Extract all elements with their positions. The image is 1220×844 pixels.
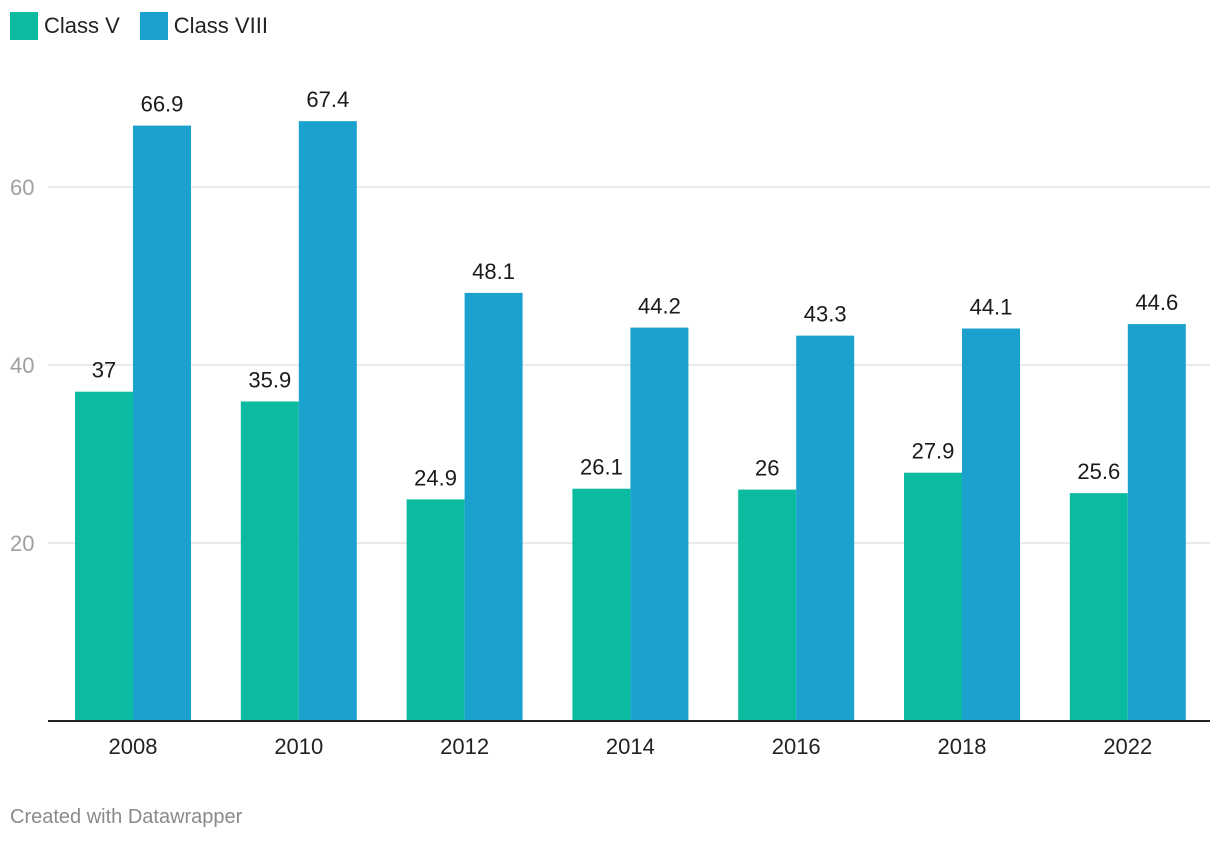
y-tick-label-60: 60 <box>10 175 34 200</box>
legend-label-class-viii: Class VIII <box>173 13 268 38</box>
data-label-class-v-2012: 24.9 <box>414 465 457 490</box>
data-label-class-viii-2008: 66.9 <box>141 92 184 117</box>
legend-swatch-class-viii <box>139 12 168 40</box>
data-label-class-v-2018: 27.9 <box>912 439 955 464</box>
bar-class-viii-2008 <box>133 125 191 722</box>
data-label-class-viii-2016: 43.3 <box>804 302 847 327</box>
x-tick-label-2012: 2012 <box>440 734 489 759</box>
x-tick-label-2022: 2022 <box>1103 734 1152 759</box>
bar-class-v-2022 <box>1069 493 1128 721</box>
data-label-class-v-2022: 25.6 <box>1077 459 1120 484</box>
data-labels: 37 66.9 35.9 67.4 24.9 48.1 26.1 44.2 26 43.3 27.9… <box>92 87 1178 490</box>
x-tick-label-2016: 2016 <box>772 734 821 759</box>
y-tick-label-40: 40 <box>10 353 34 378</box>
bar-class-viii-2018 <box>962 328 1020 721</box>
legend-item-class-viii: Class VIII <box>139 12 268 40</box>
bar-class-v-2010 <box>240 401 299 721</box>
bars <box>75 121 1186 722</box>
x-tick-label-2014: 2014 <box>606 734 655 759</box>
axes: 20 40 60 2008 2010 2012 2014 2016 2018 2022 <box>10 175 1210 759</box>
bar-class-viii-2014 <box>630 327 689 721</box>
legend-label-class-v: Class V <box>44 13 120 38</box>
data-label-class-viii-2010: 67.4 <box>306 87 349 112</box>
legend-item-class-v: Class V <box>10 12 120 40</box>
x-tick-label-2008: 2008 <box>109 734 158 759</box>
bar-class-v-2018 <box>904 472 962 721</box>
data-label-class-v-2014: 26.1 <box>580 455 623 480</box>
data-label-class-viii-2014: 44.2 <box>638 294 681 319</box>
bar-class-viii-2022 <box>1127 324 1186 721</box>
bar-class-viii-2010 <box>298 121 357 721</box>
x-tick-label-2018: 2018 <box>938 734 987 759</box>
bar-class-v-2008 <box>75 391 133 721</box>
data-label-class-v-2010: 35.9 <box>248 367 291 392</box>
data-label-class-viii-2012: 48.1 <box>472 259 515 284</box>
data-label-class-v-2016: 26 <box>755 456 779 481</box>
bar-class-v-2016 <box>738 489 797 721</box>
data-label-class-v-2008: 37 <box>92 358 116 383</box>
credit-text: Created with Datawrapper <box>10 806 243 828</box>
legend-swatch-class-v <box>10 12 38 40</box>
bar-class-viii-2012 <box>464 292 523 721</box>
legend: Class V Class VIII <box>10 12 288 40</box>
data-label-class-viii-2018: 44.1 <box>970 295 1013 320</box>
y-tick-label-20: 20 <box>10 531 34 556</box>
data-label-class-viii-2022: 44.6 <box>1135 290 1178 315</box>
bar-class-v-2012 <box>406 499 465 721</box>
bar-class-viii-2016 <box>796 335 855 721</box>
x-tick-label-2010: 2010 <box>274 734 323 759</box>
bar-class-v-2014 <box>572 488 631 721</box>
